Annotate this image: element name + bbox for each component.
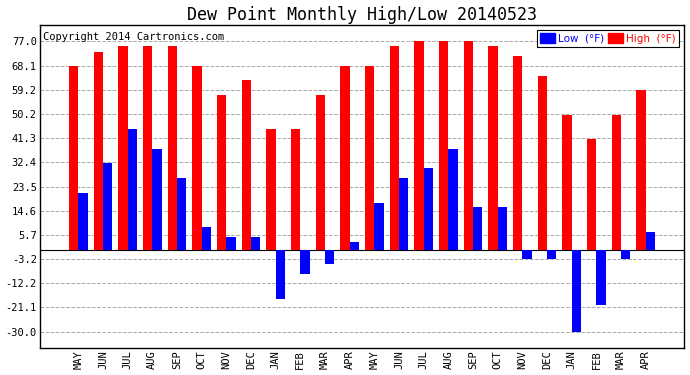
Text: Copyright 2014 Cartronics.com: Copyright 2014 Cartronics.com [43, 32, 224, 42]
Bar [572, 250, 581, 332]
Bar [241, 81, 251, 250]
Bar [143, 46, 152, 250]
Bar [497, 207, 507, 250]
Bar [547, 250, 556, 259]
Bar [217, 95, 226, 250]
Bar [78, 193, 88, 250]
Bar [464, 41, 473, 250]
Bar [399, 178, 408, 250]
Bar [340, 66, 350, 250]
Bar [94, 52, 103, 250]
Bar [473, 207, 482, 250]
Bar [300, 250, 310, 274]
Bar [350, 242, 359, 250]
Bar [266, 129, 276, 250]
Bar [538, 76, 547, 250]
Bar [201, 227, 211, 250]
Bar [325, 250, 335, 264]
Bar [152, 149, 161, 250]
Bar [522, 250, 532, 259]
Bar [177, 178, 186, 250]
Bar [128, 129, 137, 250]
Bar [168, 46, 177, 250]
Bar [69, 66, 78, 250]
Bar [513, 56, 522, 250]
Bar [596, 250, 606, 304]
Bar [489, 46, 497, 250]
Bar [414, 41, 424, 250]
Title: Dew Point Monthly High/Low 20140523: Dew Point Monthly High/Low 20140523 [187, 6, 537, 24]
Bar [587, 139, 596, 250]
Bar [621, 250, 631, 259]
Bar [365, 66, 375, 250]
Bar [103, 164, 112, 250]
Bar [646, 232, 655, 250]
Bar [291, 129, 300, 250]
Bar [390, 46, 399, 250]
Bar [315, 95, 325, 250]
Bar [439, 41, 449, 250]
Bar [118, 46, 128, 250]
Legend: Low  (°F), High  (°F): Low (°F), High (°F) [537, 30, 679, 47]
Bar [276, 250, 285, 298]
Bar [193, 66, 201, 250]
Bar [251, 237, 260, 250]
Bar [612, 115, 621, 250]
Bar [226, 237, 236, 250]
Bar [636, 90, 646, 250]
Bar [562, 115, 572, 250]
Bar [375, 202, 384, 250]
Bar [448, 149, 457, 250]
Bar [424, 168, 433, 250]
